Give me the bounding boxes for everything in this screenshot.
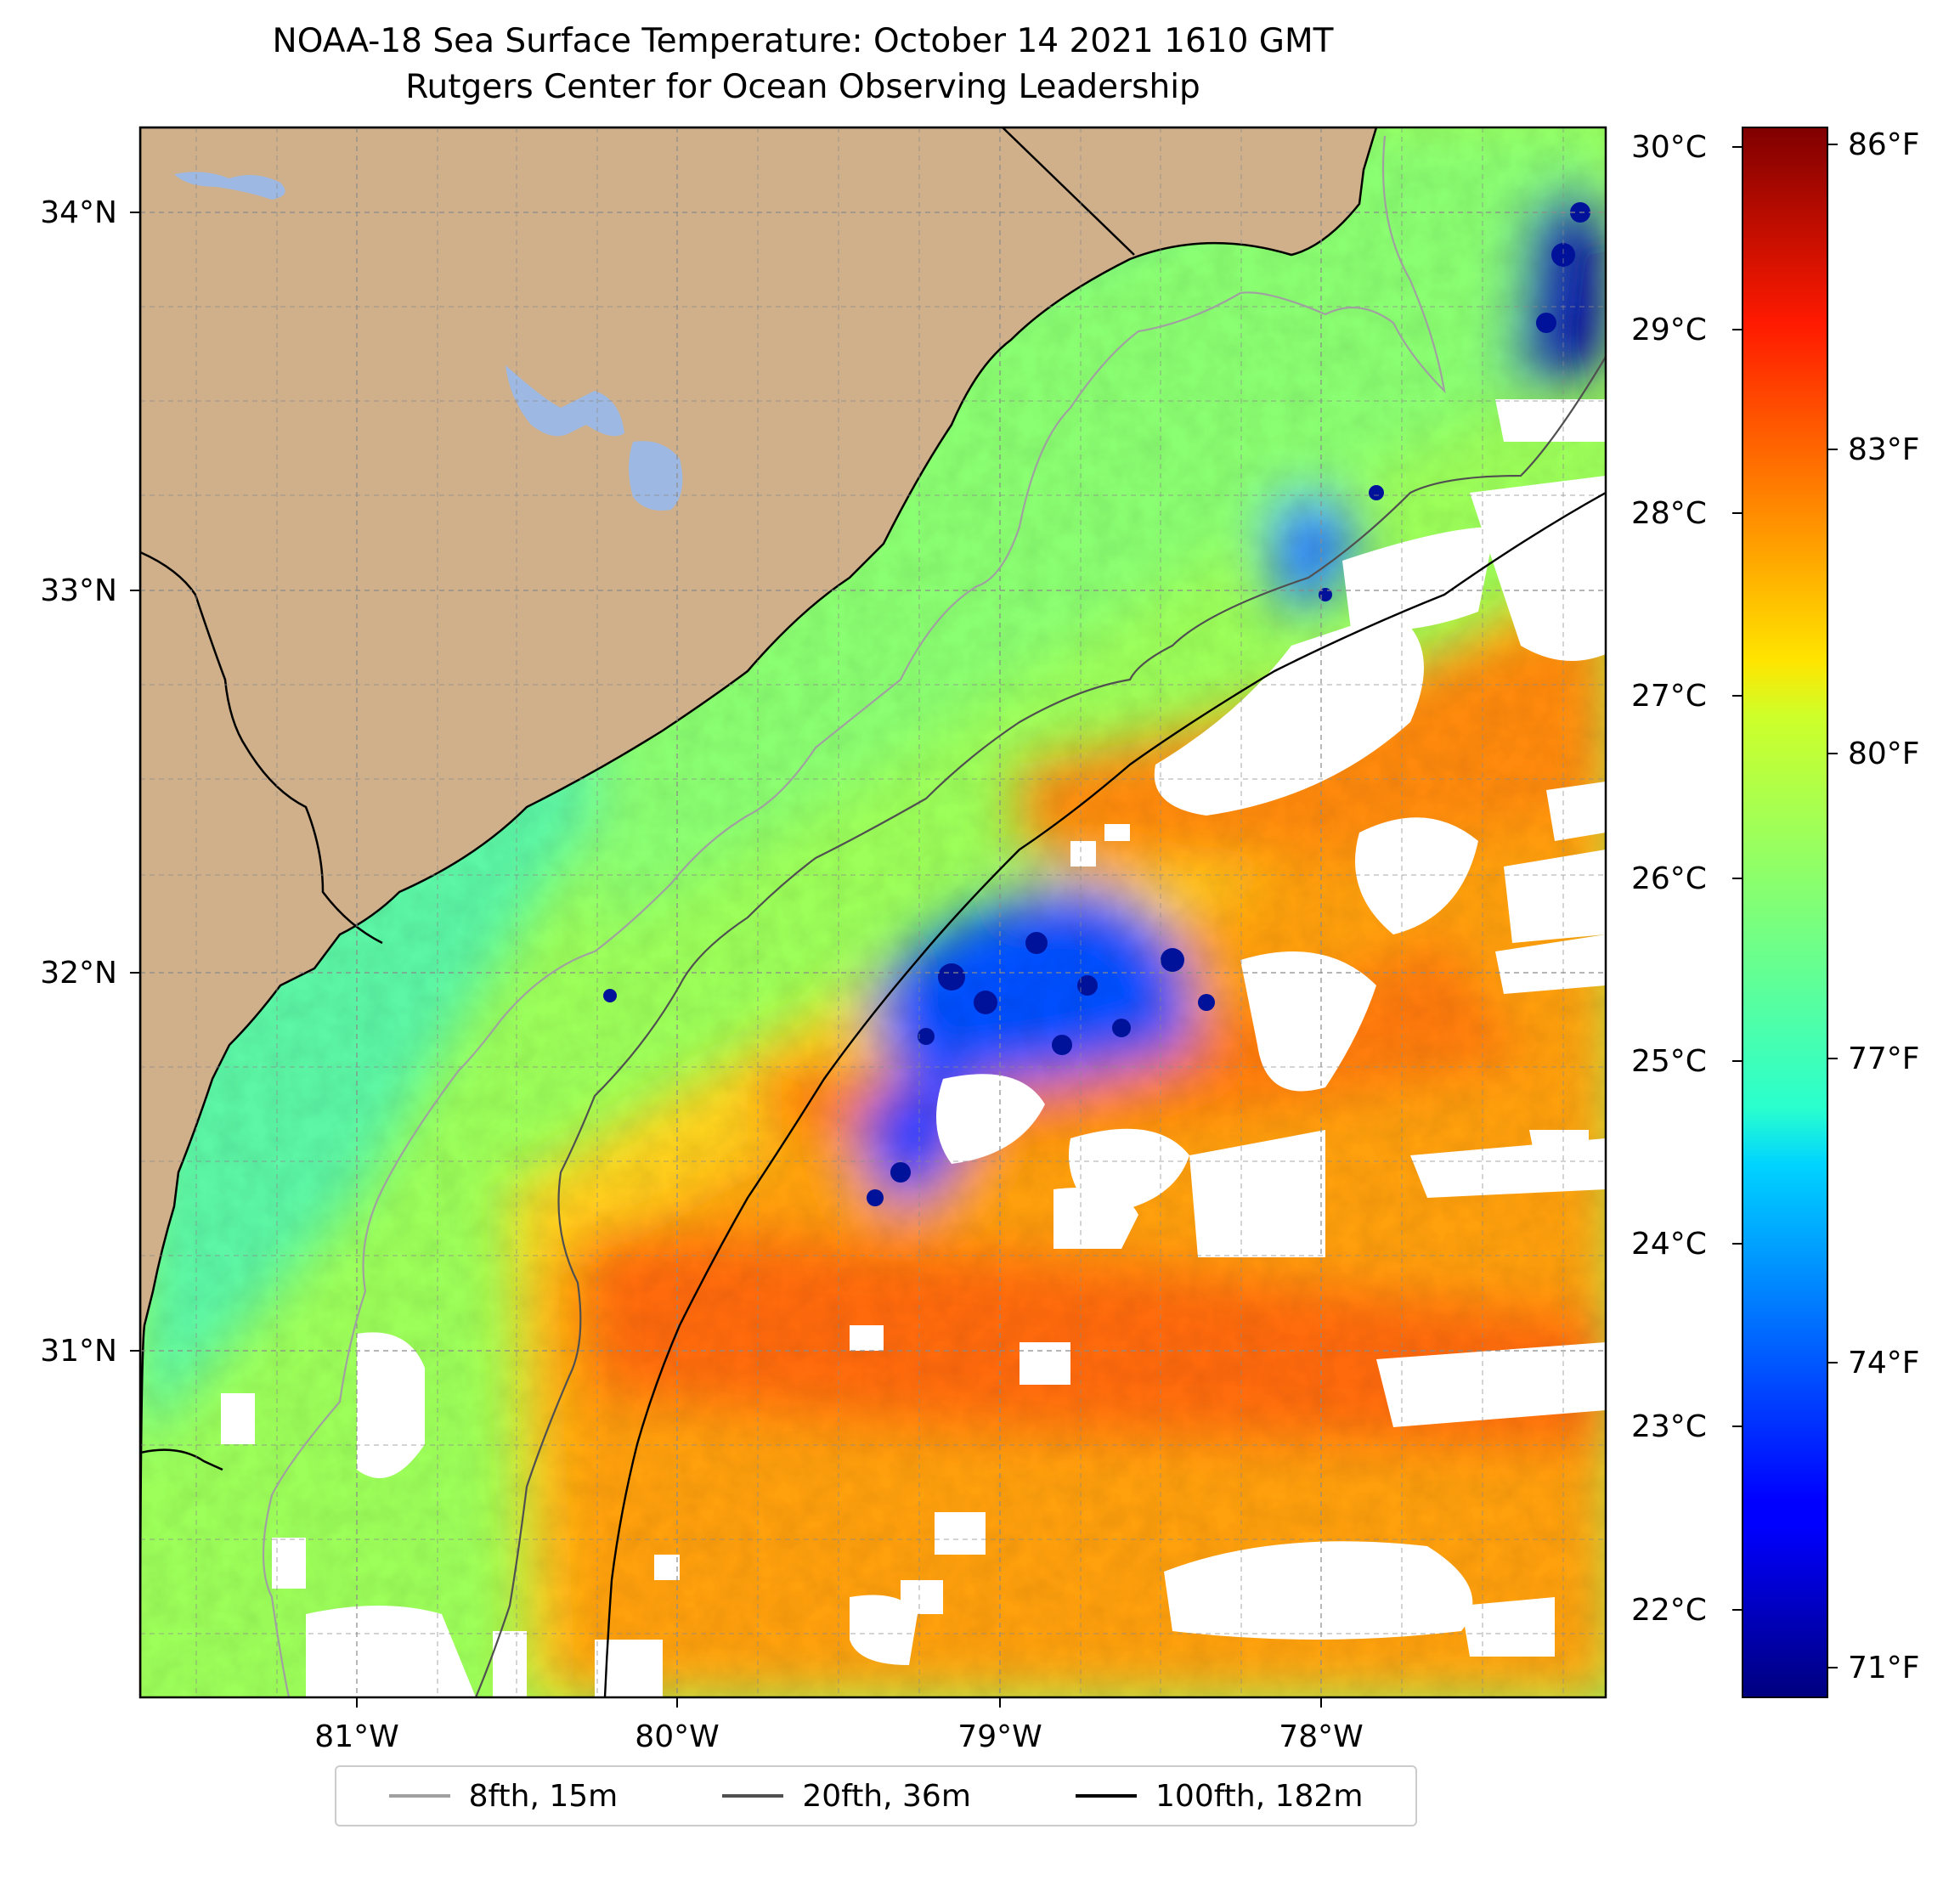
legend-label: 100fth, 182m bbox=[1155, 1778, 1364, 1814]
colorbar-scale bbox=[1742, 127, 1828, 1698]
legend: 8fth, 15m 20fth, 36m 100fth, 182m bbox=[335, 1765, 1417, 1826]
legend-label: 20fth, 36m bbox=[802, 1778, 971, 1814]
isobath-8fth bbox=[262, 135, 1446, 1697]
colorbar-ticks bbox=[1732, 144, 1838, 1668]
fahrenheit-tick-label: 86°F bbox=[1848, 127, 1920, 162]
lon-tick-label: 81°W bbox=[314, 1719, 398, 1754]
legend-item-100fth: 100fth, 182m bbox=[1076, 1779, 1363, 1814]
legend-item-20fth: 20fth, 36m bbox=[722, 1779, 971, 1814]
land bbox=[140, 127, 1378, 1697]
map-subtitle: Rutgers Center for Ocean Observing Leade… bbox=[405, 68, 1200, 106]
celsius-tick-label: 28°C bbox=[1631, 496, 1707, 531]
map-frame bbox=[138, 126, 1607, 1699]
state-border bbox=[1002, 127, 1135, 256]
legend-item-8fth: 8fth, 15m bbox=[388, 1778, 619, 1814]
lakes bbox=[174, 172, 683, 511]
fahrenheit-tick-label: 74°F bbox=[1848, 1346, 1920, 1380]
axis-labels: 81°W 80°W 79°W 78°W 34°N 33°N 32°N 31°N … bbox=[40, 127, 1919, 1754]
fahrenheit-tick-label: 80°F bbox=[1848, 737, 1920, 771]
map-area bbox=[140, 127, 1606, 1697]
celsius-tick-label: 26°C bbox=[1631, 861, 1707, 896]
isobath-100fth bbox=[603, 491, 1606, 1697]
map-title: NOAA-18 Sea Surface Temperature: October… bbox=[272, 22, 1334, 60]
lat-tick-label: 32°N bbox=[40, 956, 117, 991]
isobath-20fth bbox=[474, 356, 1606, 1697]
legend-line-100fth bbox=[1076, 1794, 1138, 1798]
celsius-tick-label: 25°C bbox=[1631, 1044, 1707, 1079]
missing-data-areas bbox=[221, 399, 1606, 1697]
celsius-tick-label: 23°C bbox=[1631, 1409, 1707, 1444]
lat-tick-label: 33°N bbox=[40, 573, 117, 608]
lon-tick-label: 79°W bbox=[957, 1719, 1042, 1754]
lat-tick-label: 34°N bbox=[40, 195, 117, 230]
axis-ticks bbox=[130, 212, 1322, 1708]
celsius-tick-label: 29°C bbox=[1631, 313, 1707, 347]
lon-tick-label: 78°W bbox=[1279, 1719, 1363, 1754]
fahrenheit-tick-label: 83°F bbox=[1848, 432, 1920, 467]
celsius-tick-label: 27°C bbox=[1631, 679, 1707, 714]
fahrenheit-tick-label: 77°F bbox=[1848, 1042, 1920, 1076]
gridlines bbox=[140, 127, 1606, 1697]
lon-tick-label: 80°W bbox=[635, 1719, 719, 1754]
legend-label: 8fth, 15m bbox=[468, 1778, 619, 1814]
fahrenheit-tick-label: 71°F bbox=[1848, 1651, 1920, 1685]
lat-tick-label: 31°N bbox=[40, 1334, 117, 1369]
celsius-tick-label: 24°C bbox=[1631, 1227, 1707, 1262]
celsius-tick-label: 22°C bbox=[1631, 1593, 1707, 1628]
celsius-tick-label: 30°C bbox=[1631, 130, 1707, 165]
legend-line-8fth bbox=[388, 1794, 450, 1798]
legend-line-20fth bbox=[722, 1794, 784, 1798]
